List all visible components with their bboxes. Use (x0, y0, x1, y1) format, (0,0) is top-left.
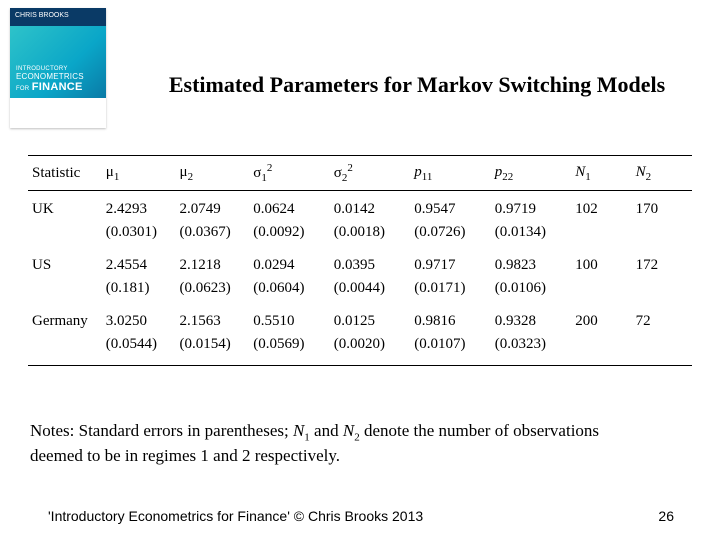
book-cover-thumbnail: CHRIS BROOKS INTRODUCTORY ECONOMETRICS F… (10, 8, 106, 128)
page-number: 26 (658, 508, 674, 524)
book-author: CHRIS BROOKS (15, 12, 69, 19)
col-mu2: μ2 (176, 156, 250, 191)
parameters-table: Statistic μ1 μ2 σ12 σ22 p11 p22 N1 N2 UK… (28, 155, 692, 366)
book-line2: ECONOMETRICS (16, 72, 84, 81)
table-row-se: (0.181) (0.0623) (0.0604) (0.0044) (0.01… (28, 277, 692, 303)
col-n1: N1 (571, 156, 631, 191)
col-p22: p22 (491, 156, 571, 191)
table-header-row: Statistic μ1 μ2 σ12 σ22 p11 p22 N1 N2 (28, 156, 692, 191)
col-mu1: μ1 (102, 156, 176, 191)
col-statistic: Statistic (28, 156, 102, 191)
col-n2: N2 (632, 156, 692, 191)
slide-title: Estimated Parameters for Markov Switchin… (122, 72, 712, 98)
col-sigma2sq: σ22 (330, 156, 410, 191)
book-title-block: INTRODUCTORY ECONOMETRICS FOR FINANCE (16, 66, 84, 93)
table-row-se: (0.0301) (0.0367) (0.0092) (0.0018) (0.0… (28, 221, 692, 247)
book-finance: FINANCE (32, 81, 83, 93)
row-label: US (28, 247, 102, 277)
table-row-se: (0.0544) (0.0154) (0.0569) (0.0020) (0.0… (28, 333, 692, 366)
notes-text: Notes: Standard errors in parentheses; N… (30, 420, 690, 468)
table-row: UK 2.4293 2.0749 0.0624 0.0142 0.9547 0.… (28, 191, 692, 222)
row-label: Germany (28, 303, 102, 333)
footer-copyright: 'Introductory Econometrics for Finance' … (48, 508, 423, 524)
row-label: UK (28, 191, 102, 222)
table-row: US 2.4554 2.1218 0.0294 0.0395 0.9717 0.… (28, 247, 692, 277)
col-p11: p11 (410, 156, 490, 191)
table-row: Germany 3.0250 2.1563 0.5510 0.0125 0.98… (28, 303, 692, 333)
col-sigma1sq: σ12 (249, 156, 329, 191)
book-for: FOR (16, 86, 29, 92)
